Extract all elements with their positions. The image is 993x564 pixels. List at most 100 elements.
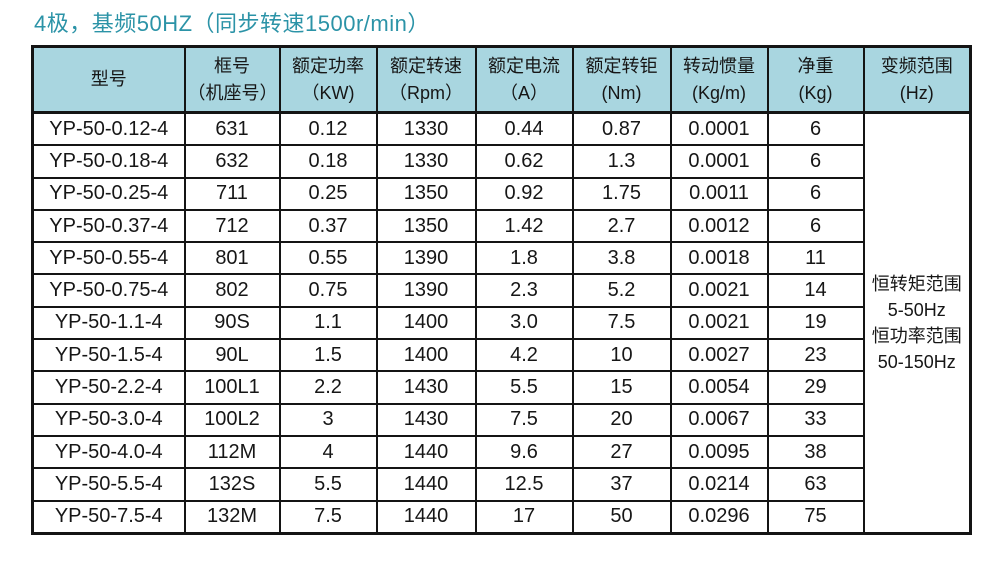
table-cell: 0.0054 — [669, 370, 769, 405]
table-cell: 6 — [766, 111, 865, 147]
table-cell: 2.3 — [474, 273, 574, 308]
table-cell: 90L — [183, 338, 281, 373]
table-cell: 23 — [766, 338, 865, 373]
table-cell: 100L2 — [183, 402, 281, 437]
table-cell: YP-50-3.0-4 — [31, 402, 186, 437]
header-line2: (Kg/m) — [692, 82, 746, 103]
table-cell: 1.5 — [278, 338, 378, 373]
table-row: YP-50-4.0-4 112M 4 1440 9.6 27 0.0095 38 — [31, 434, 971, 470]
table-cell: YP-50-0.37-4 — [31, 208, 186, 244]
table-cell: 63 — [766, 467, 865, 502]
table-cell: 2.2 — [278, 370, 378, 405]
table-cell: 75 — [766, 499, 865, 535]
table-cell: YP-50-0.55-4 — [31, 241, 186, 276]
motor-spec-table: 型号 框号 （机座号） 额定功率 （KW) 额定转速 （Rpm） 额定电流 （A） 额定转钜 (Nm… — [31, 45, 972, 535]
table-cell: 132M — [183, 499, 281, 535]
table-cell: 1400 — [375, 305, 477, 341]
table-cell: 1350 — [375, 176, 477, 211]
table-cell: YP-50-0.12-4 — [31, 111, 186, 147]
table-row: YP-50-0.18-4 632 0.18 1330 0.62 1.3 0.0001 6 — [31, 144, 971, 179]
table-cell: 15 — [571, 370, 672, 405]
table-cell: 0.0011 — [669, 176, 769, 211]
frequency-range-merged-cell: 恒转矩范围 5-50Hz 恒功率范围 50-150Hz — [862, 111, 972, 535]
table-cell: 1350 — [375, 208, 477, 244]
table-row: YP-50-0.12-4 631 0.12 1330 0.44 0.87 0.0001 6 恒转… — [31, 111, 972, 535]
table-cell: 1.1 — [278, 305, 378, 341]
table-cell: 1440 — [375, 434, 477, 470]
table-cell: 712 — [183, 208, 281, 244]
table-cell: YP-50-1.1-4 — [31, 305, 186, 341]
header-line1: 额定电流 — [488, 55, 560, 76]
header-line1: 框号 — [214, 55, 250, 76]
table-row: YP-50-3.0-4 100L2 3 1430 7.5 20 0.0067 33 — [31, 402, 971, 437]
table-cell: YP-50-7.5-4 — [31, 499, 186, 535]
table-cell: 50 — [571, 499, 672, 535]
table-cell: 802 — [183, 273, 281, 308]
table-cell: 1440 — [375, 499, 477, 535]
table-cell: 0.0012 — [669, 208, 769, 244]
table-row: YP-50-0.55-4 801 0.55 1390 1.8 3.8 0.0018 11 — [31, 241, 971, 276]
table-cell: 14 — [766, 273, 865, 308]
frequency-range-line: 恒转矩范围 — [871, 273, 962, 294]
table-cell: 1390 — [375, 241, 477, 276]
table-cell: 0.0018 — [669, 241, 769, 276]
header-line1: 型号 — [90, 69, 127, 89]
table-header: 型号 框号 （机座号） 额定功率 （KW) 额定转速 （Rpm） 额定电流 （A） 额定转钜 (Nm… — [31, 45, 972, 114]
column-header-2: 额定功率 （KW) — [278, 45, 378, 114]
page-title: 4极，基频50HZ（同步转速1500r/min） — [34, 11, 430, 36]
column-header-4: 额定电流 （A） — [474, 45, 574, 114]
table-cell: 0.92 — [474, 176, 574, 211]
table-cell: 6 — [766, 144, 865, 179]
table-cell: 0.25 — [278, 176, 378, 211]
table-cell: 17 — [474, 499, 574, 535]
table-cell: 1.3 — [571, 144, 672, 179]
table-cell: 33 — [766, 402, 865, 437]
table-cell: YP-50-1.5-4 — [31, 338, 186, 373]
table-cell: 0.0021 — [669, 305, 769, 341]
table-cell: 9.6 — [474, 434, 574, 470]
column-header-7: 净重 (Kg) — [766, 45, 865, 114]
table-cell: 37 — [571, 467, 672, 502]
table-row: YP-50-1.5-4 90L 1.5 1400 4.2 10 0.0027 23 — [31, 338, 971, 373]
header-line1: 变频范围 — [880, 55, 953, 76]
table-cell: 631 — [183, 111, 281, 147]
table-cell: 4 — [278, 434, 378, 470]
table-cell: 5.5 — [278, 467, 378, 502]
table-cell: 7.5 — [278, 499, 378, 535]
table-cell: 632 — [183, 144, 281, 179]
table-body: YP-50-0.12-4 631 0.12 1330 0.44 0.87 0.0001 6 恒转… — [31, 111, 972, 535]
table-cell: YP-50-5.5-4 — [31, 467, 186, 502]
table-cell: 1440 — [375, 467, 477, 502]
table-cell: 0.75 — [278, 273, 378, 308]
column-header-1: 框号 （机座号） — [183, 45, 281, 114]
table-row: YP-50-2.2-4 100L1 2.2 1430 5.5 15 0.0054 29 — [31, 370, 971, 405]
table-cell: 112M — [183, 434, 281, 470]
header-line1: 额定功率 — [292, 55, 364, 76]
table-cell: 0.44 — [474, 111, 574, 147]
table-cell: 5.2 — [571, 273, 672, 308]
table-cell: 10 — [571, 338, 672, 373]
table-cell: 1390 — [375, 273, 477, 308]
header-line2: (Nm) — [601, 82, 642, 103]
table-row: YP-50-0.75-4 802 0.75 1390 2.3 5.2 0.0021 14 — [31, 273, 971, 308]
table-cell: 0.0067 — [669, 402, 769, 437]
table-cell: 1.42 — [474, 208, 574, 244]
header-line2: （A） — [499, 82, 548, 103]
table-row: YP-50-0.25-4 711 0.25 1350 0.92 1.75 0.0011 6 — [31, 176, 971, 211]
table-cell: YP-50-0.75-4 — [31, 273, 186, 308]
column-header-5: 额定转钜 (Nm) — [571, 45, 672, 114]
table-cell: 0.55 — [278, 241, 378, 276]
header-line2: (Kg) — [798, 82, 833, 103]
frequency-range-line: 5-50Hz — [887, 299, 946, 320]
table-cell: 0.18 — [278, 144, 378, 179]
table-cell: 3 — [278, 402, 378, 437]
table-cell: 1430 — [375, 402, 477, 437]
table-cell: 4.2 — [474, 338, 574, 373]
table-cell: 90S — [183, 305, 281, 341]
table-cell: 1430 — [375, 370, 477, 405]
table-cell: 19 — [766, 305, 865, 341]
table-cell: 0.62 — [474, 144, 574, 179]
column-header-3: 额定转速 （Rpm） — [375, 45, 477, 114]
table-cell: 5.5 — [474, 370, 574, 405]
